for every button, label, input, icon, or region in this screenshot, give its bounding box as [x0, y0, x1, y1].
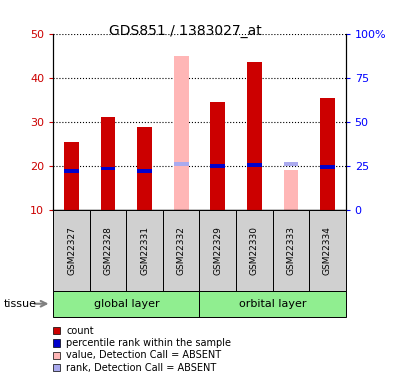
Bar	[273, 210, 309, 291]
Text: GSM22332: GSM22332	[177, 226, 186, 275]
Bar	[320, 98, 335, 210]
Text: count: count	[66, 326, 94, 336]
Text: GDS851 / 1383027_at: GDS851 / 1383027_at	[109, 24, 262, 38]
Bar	[137, 170, 152, 173]
Bar	[64, 170, 79, 173]
Bar	[247, 62, 261, 210]
Bar	[174, 56, 188, 210]
Bar	[247, 163, 261, 167]
Bar	[211, 102, 225, 210]
Text: GSM22334: GSM22334	[323, 226, 332, 275]
Bar	[211, 164, 225, 168]
Bar	[126, 210, 163, 291]
Bar	[174, 162, 188, 166]
Text: GSM22331: GSM22331	[140, 226, 149, 275]
Bar	[320, 165, 335, 169]
Bar	[199, 291, 346, 317]
Bar	[101, 117, 115, 210]
Text: global layer: global layer	[94, 299, 159, 309]
Text: GSM22329: GSM22329	[213, 226, 222, 275]
Text: GSM22327: GSM22327	[67, 226, 76, 275]
Text: GSM22330: GSM22330	[250, 226, 259, 275]
Text: value, Detection Call = ABSENT: value, Detection Call = ABSENT	[66, 350, 222, 360]
Text: GSM22328: GSM22328	[103, 226, 113, 275]
Bar	[101, 167, 115, 170]
Bar	[53, 291, 199, 317]
Bar	[236, 210, 273, 291]
Text: rank, Detection Call = ABSENT: rank, Detection Call = ABSENT	[66, 363, 216, 373]
Bar	[53, 210, 90, 291]
Text: GSM22333: GSM22333	[286, 226, 295, 275]
Bar	[64, 142, 79, 210]
Bar	[163, 210, 199, 291]
Bar	[284, 170, 298, 210]
Bar	[137, 127, 152, 210]
Text: orbital layer: orbital layer	[239, 299, 306, 309]
Bar	[309, 210, 346, 291]
Bar	[284, 162, 298, 166]
Bar	[199, 210, 236, 291]
Bar	[90, 210, 126, 291]
Text: percentile rank within the sample: percentile rank within the sample	[66, 338, 231, 348]
Text: tissue: tissue	[4, 299, 37, 309]
